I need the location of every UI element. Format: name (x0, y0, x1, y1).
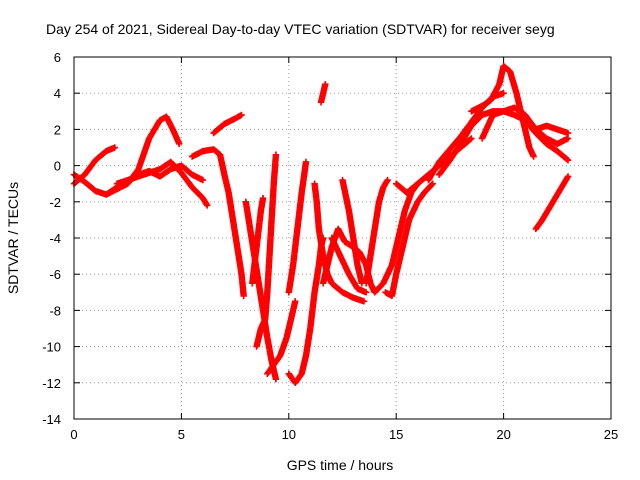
y-tick-label: -8 (49, 303, 61, 318)
data-point (500, 90, 507, 97)
chart-title: Day 254 of 2021, Sidereal Day-to-day VTE… (46, 21, 555, 37)
x-tick-label: 10 (282, 427, 296, 442)
y-tick-label: -2 (49, 195, 61, 210)
x-tick-label: 20 (496, 427, 510, 442)
series-track-t (382, 180, 436, 300)
y-tick-label: 2 (54, 122, 61, 137)
x-tick-label: 25 (604, 427, 618, 442)
series-track-e (188, 146, 247, 300)
series-track-h (249, 194, 267, 287)
data-point (272, 151, 280, 158)
series-track-y (478, 104, 572, 148)
data-point (563, 156, 571, 163)
data-point (468, 135, 475, 142)
y-tick-label: -10 (42, 340, 61, 355)
data-point (360, 298, 368, 305)
x-tick-label: 5 (178, 427, 185, 442)
data-point (564, 156, 572, 164)
data-point (564, 135, 572, 142)
series-track-n (317, 80, 329, 106)
data-point (176, 140, 183, 148)
data-point (322, 80, 329, 88)
series-track-b (70, 144, 119, 187)
x-tick-label: 0 (70, 427, 77, 442)
data-point (384, 176, 391, 184)
data-point (240, 292, 247, 300)
series-track-q (339, 176, 366, 287)
series-track-j (264, 298, 299, 377)
data-points (70, 62, 572, 386)
data-point (428, 181, 435, 188)
series-track-i (253, 151, 280, 350)
series-track-k (285, 234, 327, 386)
data-point (111, 144, 119, 151)
data-point (199, 176, 207, 184)
series-track-x (468, 62, 537, 160)
series-track-d (113, 158, 211, 209)
x-tick-label: 15 (389, 427, 403, 442)
data-point (564, 129, 572, 137)
series-track-r (362, 176, 391, 287)
x-axis-label: GPS time / hours (287, 457, 394, 473)
series-track-c (103, 113, 183, 198)
series-track-l (285, 158, 310, 296)
data-point (292, 298, 299, 305)
data-point (238, 111, 245, 119)
y-tick-label: -12 (42, 376, 61, 391)
y-tick-label: 4 (54, 86, 61, 101)
data-point (564, 173, 572, 180)
data-point (467, 136, 474, 143)
y-axis-label: SDTVAR / TECUs (5, 182, 21, 294)
data-point (272, 375, 280, 383)
y-tick-label: -4 (49, 231, 61, 246)
y-tick-label: -6 (49, 267, 61, 282)
data-point (259, 194, 267, 202)
data-point (203, 202, 211, 209)
data-point (429, 180, 436, 187)
y-tick-label: 6 (54, 50, 61, 65)
y-tick-label: -14 (42, 412, 61, 427)
y-tick-label: 0 (54, 159, 61, 174)
plot-frame (73, 56, 612, 420)
series-track-za (532, 173, 572, 233)
data-point (530, 153, 537, 160)
data-point (362, 289, 370, 296)
data-point (302, 158, 310, 166)
series-track-f (210, 111, 245, 137)
series-track-z (532, 122, 572, 137)
series-track-p (328, 234, 370, 296)
